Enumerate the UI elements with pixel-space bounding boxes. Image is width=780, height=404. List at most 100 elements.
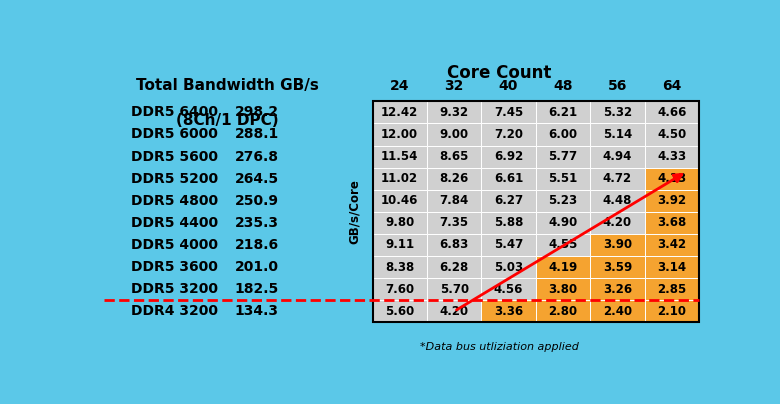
Bar: [590, 212, 644, 234]
Bar: [373, 278, 427, 300]
Text: 9.00: 9.00: [440, 128, 469, 141]
Bar: [590, 145, 644, 168]
Bar: [427, 145, 481, 168]
Text: DDR5 3600: DDR5 3600: [131, 260, 218, 274]
Text: 3.26: 3.26: [603, 283, 632, 296]
Bar: [536, 190, 590, 212]
Text: DDR5 5600: DDR5 5600: [131, 149, 218, 164]
Bar: [373, 212, 427, 234]
Bar: [590, 256, 644, 278]
Text: 4.19: 4.19: [548, 261, 577, 274]
Text: 56: 56: [608, 79, 627, 93]
Bar: [536, 145, 590, 168]
Bar: [644, 212, 699, 234]
Bar: [427, 190, 481, 212]
Bar: [644, 234, 699, 256]
Text: 9.32: 9.32: [440, 106, 469, 119]
Bar: [536, 101, 590, 124]
Bar: [427, 124, 481, 145]
Text: DDR5 6400: DDR5 6400: [131, 105, 218, 120]
Text: 3.92: 3.92: [658, 194, 686, 207]
Bar: [536, 234, 590, 256]
Text: 48: 48: [553, 79, 573, 93]
Text: 134.3: 134.3: [235, 304, 279, 318]
Text: 8.26: 8.26: [440, 172, 469, 185]
Text: 5.03: 5.03: [494, 261, 523, 274]
Text: *Data bus utliziation applied: *Data bus utliziation applied: [420, 342, 579, 352]
Bar: [644, 278, 699, 300]
Text: 5.77: 5.77: [548, 150, 577, 163]
Text: 4.20: 4.20: [603, 216, 632, 229]
Bar: [481, 124, 536, 145]
Text: 7.45: 7.45: [494, 106, 523, 119]
Text: 5.32: 5.32: [603, 106, 632, 119]
Text: 6.28: 6.28: [440, 261, 469, 274]
Text: DDR5 6000: DDR5 6000: [131, 128, 218, 141]
Text: 5.51: 5.51: [548, 172, 577, 185]
Text: 6.27: 6.27: [494, 194, 523, 207]
Text: 3.14: 3.14: [658, 261, 686, 274]
Text: 2.85: 2.85: [657, 283, 686, 296]
Text: 4.50: 4.50: [657, 128, 686, 141]
Bar: [644, 256, 699, 278]
Bar: [427, 256, 481, 278]
Text: 4.66: 4.66: [657, 106, 686, 119]
Text: 8.65: 8.65: [439, 150, 469, 163]
Bar: [536, 168, 590, 190]
Text: 4.56: 4.56: [494, 283, 523, 296]
Text: 4.20: 4.20: [440, 305, 469, 318]
Bar: [481, 278, 536, 300]
Bar: [427, 278, 481, 300]
Text: DDR4 3200: DDR4 3200: [131, 304, 218, 318]
Bar: [481, 168, 536, 190]
Text: 8.38: 8.38: [385, 261, 414, 274]
Text: 12.42: 12.42: [381, 106, 418, 119]
Bar: [373, 300, 427, 322]
Text: DDR5 4000: DDR5 4000: [131, 238, 218, 252]
Text: 40: 40: [499, 79, 518, 93]
Text: 3.80: 3.80: [548, 283, 577, 296]
Text: DDR5 3200: DDR5 3200: [131, 282, 218, 296]
Bar: [536, 212, 590, 234]
Text: 32: 32: [445, 79, 464, 93]
Text: 4.13: 4.13: [658, 172, 686, 185]
Bar: [373, 101, 427, 124]
Bar: [427, 234, 481, 256]
Text: Core Count: Core Count: [447, 64, 551, 82]
Bar: [481, 212, 536, 234]
Bar: [481, 256, 536, 278]
Bar: [590, 168, 644, 190]
Bar: [644, 124, 699, 145]
Bar: [536, 300, 590, 322]
Text: 4.33: 4.33: [658, 150, 686, 163]
Bar: [590, 124, 644, 145]
Text: 5.60: 5.60: [385, 305, 414, 318]
Text: 218.6: 218.6: [235, 238, 279, 252]
Bar: [373, 168, 427, 190]
Bar: [427, 168, 481, 190]
Text: 5.23: 5.23: [548, 194, 577, 207]
Text: 3.36: 3.36: [494, 305, 523, 318]
Text: 7.20: 7.20: [494, 128, 523, 141]
Bar: [427, 300, 481, 322]
Bar: [536, 278, 590, 300]
Text: 12.00: 12.00: [381, 128, 418, 141]
Text: 7.84: 7.84: [440, 194, 469, 207]
Bar: [536, 124, 590, 145]
Text: 11.02: 11.02: [381, 172, 418, 185]
Bar: [590, 234, 644, 256]
Text: 6.92: 6.92: [494, 150, 523, 163]
Bar: [644, 300, 699, 322]
Text: 3.68: 3.68: [657, 216, 686, 229]
Bar: [590, 300, 644, 322]
Text: 5.14: 5.14: [603, 128, 632, 141]
Bar: [481, 190, 536, 212]
Text: 298.2: 298.2: [235, 105, 279, 120]
Text: 2.40: 2.40: [603, 305, 632, 318]
Bar: [644, 168, 699, 190]
Text: 11.54: 11.54: [381, 150, 418, 163]
Text: 235.3: 235.3: [235, 216, 279, 230]
Bar: [373, 190, 427, 212]
Text: 182.5: 182.5: [235, 282, 279, 296]
Text: 64: 64: [662, 79, 682, 93]
